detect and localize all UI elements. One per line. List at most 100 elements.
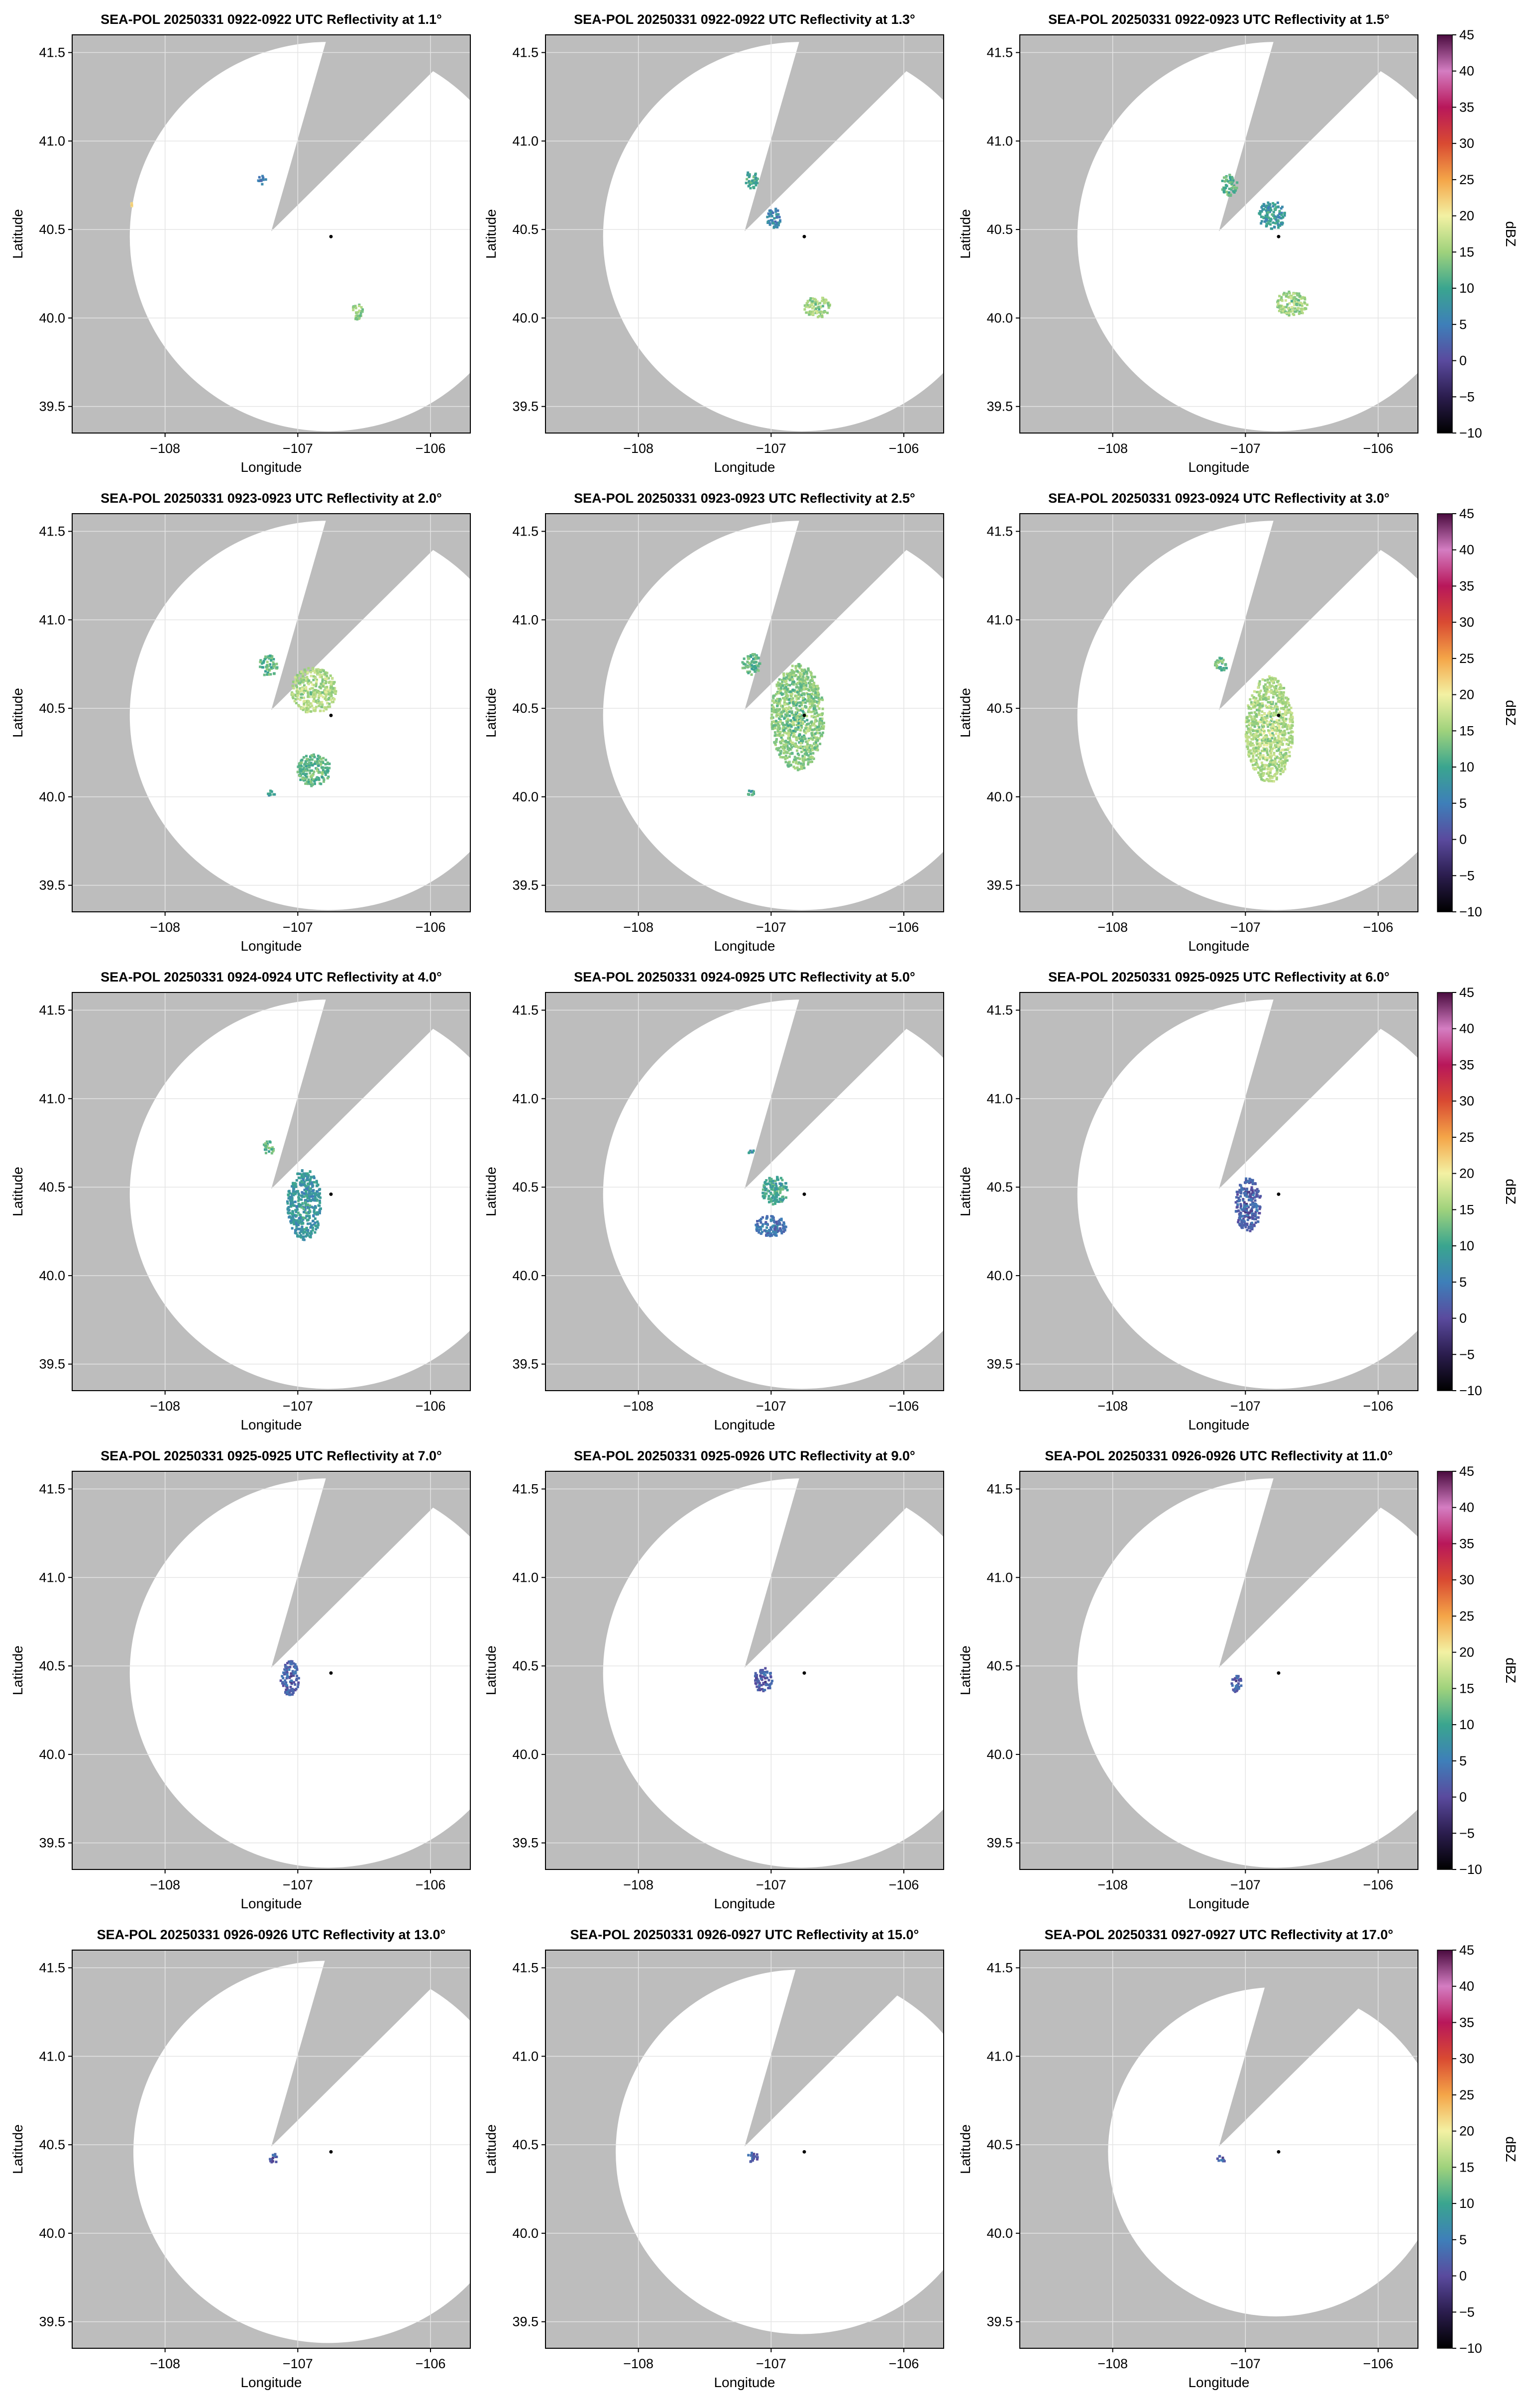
echo-pixel [1277, 737, 1280, 740]
echo-pixel [1287, 743, 1290, 746]
echo-pixel [782, 1230, 785, 1233]
echo-pixel [1269, 701, 1272, 704]
echo-pixel [1252, 706, 1255, 709]
echo-pixel [317, 763, 320, 766]
y-tick-label: 40.0 [986, 311, 1013, 326]
echo-pixel [779, 1190, 782, 1193]
echo-pixel [1303, 301, 1306, 304]
echo-pixel [326, 689, 329, 692]
echo-pixel [314, 676, 317, 679]
echo-pixel [1244, 1192, 1247, 1195]
echo-pixel [313, 770, 316, 773]
radar-location-marker [329, 713, 333, 717]
echo-pixel [1287, 739, 1290, 742]
echo-pixel [770, 1682, 773, 1685]
echo-pixel [312, 675, 315, 678]
y-tick-label: 40.5 [512, 1658, 539, 1673]
echo-pixel [1257, 771, 1260, 774]
echo-pixel [747, 665, 750, 668]
echo-pixel [304, 1230, 307, 1233]
echo-pixel [1258, 680, 1261, 683]
echo-pixel [756, 1220, 759, 1223]
echo-pixel [810, 704, 813, 707]
echo-pixel [800, 751, 803, 754]
echo-pixel [310, 1232, 313, 1235]
echo-pixel [1263, 689, 1266, 692]
echo-pixel [826, 302, 829, 305]
echo-pixel [824, 311, 827, 314]
echo-pixel [1281, 716, 1284, 719]
echo-pixel [294, 694, 297, 697]
echo-pixel [1277, 216, 1280, 219]
echo-pixel [1224, 663, 1227, 666]
echo-pixel [778, 684, 781, 687]
echo-pixel [769, 1675, 772, 1678]
echo-pixel [752, 665, 755, 668]
echo-pixel [796, 728, 799, 731]
echo-pixel [1257, 721, 1260, 724]
echo-pixel [1259, 752, 1262, 755]
echo-pixel [793, 718, 796, 721]
echo-pixel [759, 1677, 762, 1680]
echo-pixel [808, 313, 811, 316]
echo-pixel [1290, 737, 1293, 740]
echo-pixel [800, 726, 803, 729]
echo-pixel [1240, 1220, 1243, 1223]
echo-pixel [1257, 1216, 1260, 1219]
echo-pixel [777, 713, 780, 716]
echo-pixel [806, 719, 809, 722]
echo-pixel [806, 743, 809, 746]
echo-pixel [1266, 204, 1269, 207]
echo-pixel [814, 695, 817, 698]
echo-pixel [319, 1207, 322, 1210]
echo-pixel [314, 1206, 317, 1209]
echo-pixel [311, 695, 314, 698]
echo-pixel [751, 2158, 754, 2161]
echo-pixel [1248, 712, 1251, 715]
y-tick-label: 41.5 [39, 524, 65, 539]
echo-pixel [1264, 687, 1267, 690]
echo-pixel [290, 1221, 293, 1224]
echo-pixel [308, 764, 311, 766]
echo-pixel [763, 1688, 766, 1691]
colorbar-tick-label: 20 [1459, 2124, 1474, 2139]
echo-pixel [764, 1680, 767, 1683]
echo-pixel [358, 309, 361, 312]
echo-pixel [1269, 762, 1272, 765]
echo-pixel [1278, 740, 1281, 743]
echo-pixel [773, 1189, 776, 1192]
echo-pixel [1227, 194, 1230, 197]
echo-pixel [1233, 1689, 1236, 1692]
plot-frame [545, 34, 944, 434]
echo-pixel [1269, 218, 1272, 220]
colorbar-tick-label: 25 [1459, 2087, 1474, 2102]
echo-pixel [816, 732, 819, 735]
colorbar-tick-label: 30 [1459, 136, 1474, 151]
y-axis-label: Latitude [10, 688, 25, 738]
echo-pixel [1265, 222, 1268, 225]
echo-pixel [319, 710, 322, 713]
echo-pixel [309, 691, 312, 694]
echo-pixel [770, 1679, 773, 1682]
echo-pixel [791, 678, 794, 681]
y-tick-label: 40.5 [512, 701, 539, 716]
echo-pixel [330, 690, 333, 693]
echo-pixel [307, 782, 310, 785]
echo-pixel [794, 745, 797, 748]
echo-pixel [1291, 300, 1294, 303]
panel-svg: SEA-POL 20250331 0922-0923 UTC Reflectiv… [958, 12, 1418, 475]
echo-pixel [312, 1206, 315, 1209]
echo-pixel [773, 724, 776, 727]
echo-pixel [312, 700, 315, 703]
echo-pixel [778, 715, 781, 718]
echo-pixel [743, 666, 746, 669]
echo-pixel [787, 749, 790, 752]
y-tick-label: 41.5 [986, 1003, 1013, 1018]
echo-pixel [775, 216, 778, 219]
x-axis-label: Longitude [1188, 938, 1249, 954]
colorbar-tick-label: 15 [1459, 723, 1474, 738]
echo-pixel [750, 673, 753, 676]
echo-pixel [1275, 771, 1278, 774]
echo-pixel [815, 711, 818, 714]
echo-pixel [773, 217, 776, 220]
